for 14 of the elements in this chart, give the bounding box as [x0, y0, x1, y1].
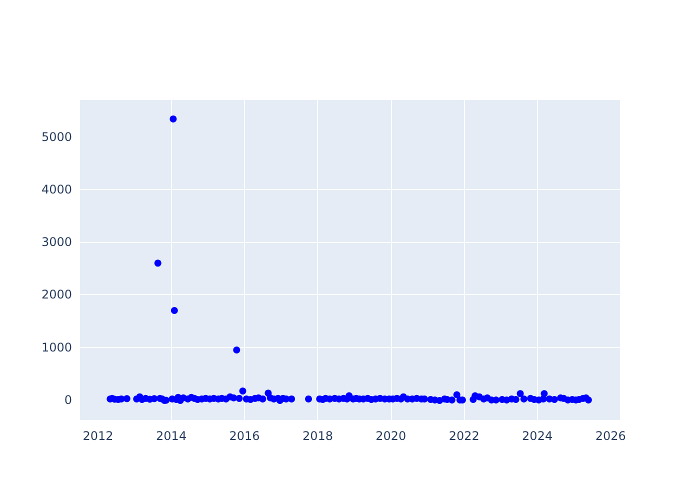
- x-tick-label: 2014: [156, 429, 187, 443]
- x-tick-label: 2026: [595, 429, 626, 443]
- x-tick-label: 2024: [522, 429, 553, 443]
- y-tick-label: 3000: [41, 235, 72, 250]
- x-tick-label: 2022: [448, 429, 480, 443]
- y-tick-label: 4000: [41, 182, 72, 196]
- y-tick-label: 0: [64, 393, 72, 407]
- y-tick-label: 2000: [41, 288, 72, 302]
- x-tick-label: 2012: [82, 429, 114, 443]
- x-tick-label: 2016: [229, 429, 260, 443]
- x-tick-label: 2020: [376, 429, 406, 443]
- y-tick-label: 5000: [41, 130, 72, 144]
- x-tick-label: 2018: [302, 429, 333, 443]
- y-tick-label: 1000: [41, 340, 72, 354]
